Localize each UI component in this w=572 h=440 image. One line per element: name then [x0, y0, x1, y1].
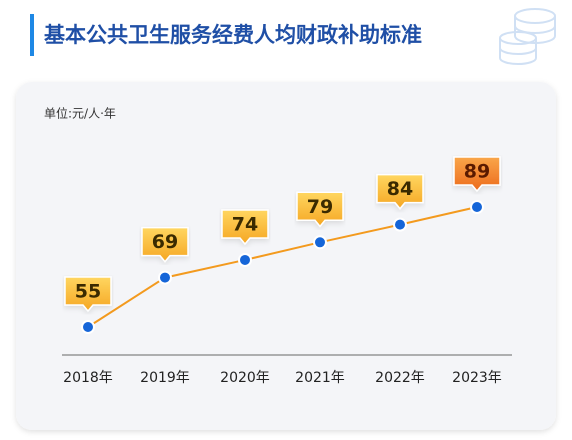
value-label: 79 [307, 196, 333, 218]
value-label: 89 [464, 161, 490, 183]
label-box [453, 156, 501, 193]
point [393, 217, 407, 232]
x-tick-label: 2018年 [63, 370, 113, 386]
value-label: 69 [152, 231, 178, 253]
chart-title: 基本公共卫生服务经费人均财政补助标准 [44, 23, 422, 47]
unit-label: 单位:元/人·年 [44, 106, 116, 121]
x-tick-label: 2022年 [375, 370, 425, 386]
point [81, 320, 95, 334]
label-box [221, 209, 269, 246]
value-label: 84 [387, 178, 413, 200]
x-tick-label: 2020年 [220, 370, 270, 386]
coins-icon [499, 8, 556, 65]
title-bar [30, 14, 34, 56]
label-box [141, 226, 189, 263]
point [313, 235, 327, 250]
value-label: 55 [75, 281, 101, 303]
point [470, 200, 484, 214]
x-tick-label: 2023年 [452, 370, 502, 386]
x-tick-label: 2021年 [295, 370, 345, 386]
label-box [376, 173, 424, 210]
card [16, 82, 556, 430]
x-tick-label: 2019年 [140, 370, 190, 386]
label-box [64, 276, 112, 313]
point [158, 270, 172, 285]
label-box [296, 191, 344, 228]
value-label: 74 [232, 213, 258, 235]
line [87, 206, 478, 328]
point [238, 252, 252, 267]
